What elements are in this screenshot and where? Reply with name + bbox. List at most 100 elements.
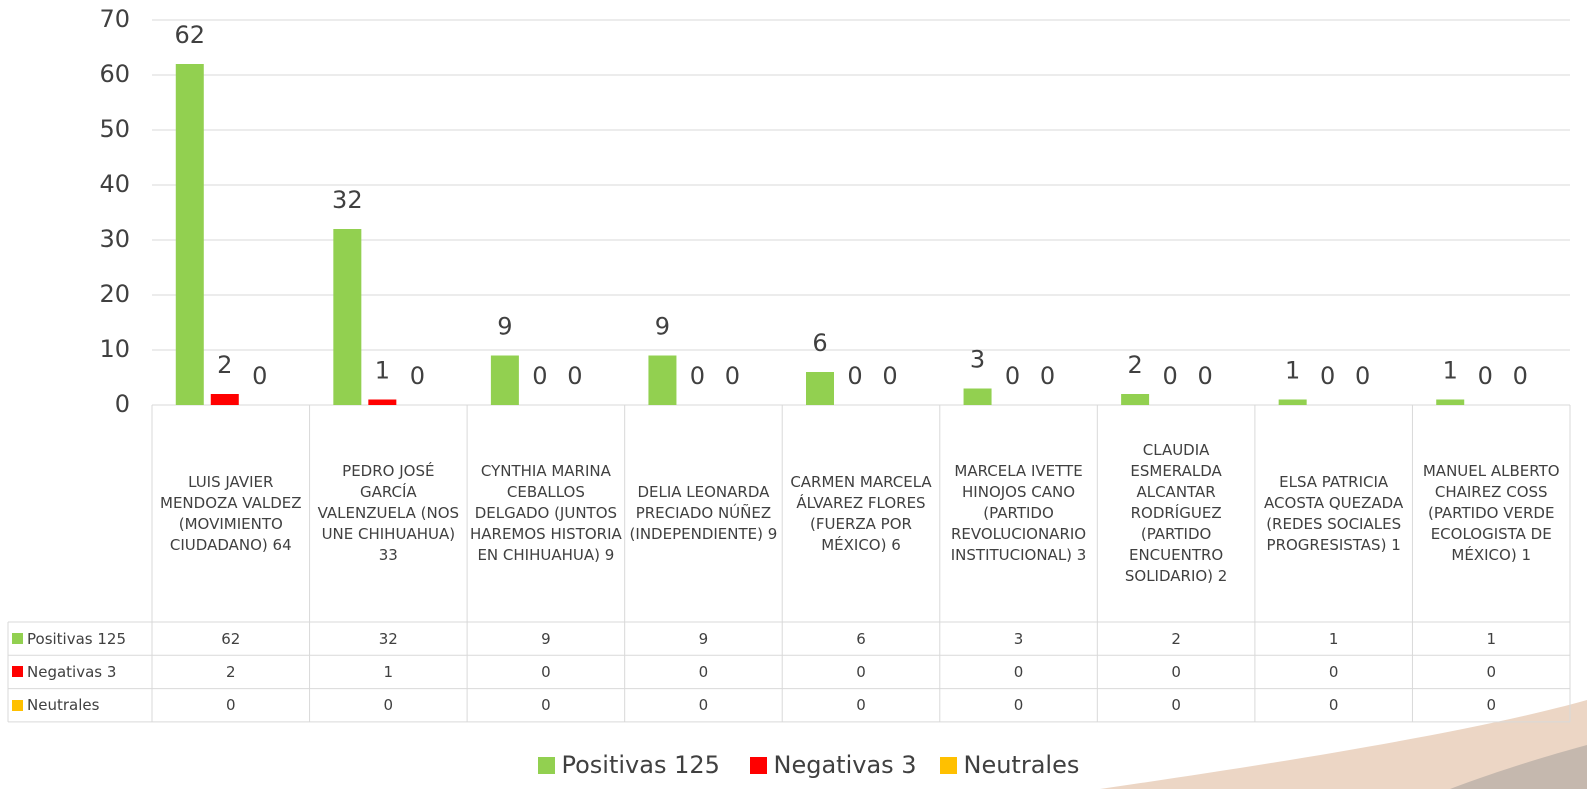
y-tick-label: 40 bbox=[99, 170, 130, 198]
bar bbox=[1278, 399, 1307, 405]
legend-label: Positivas 125 bbox=[561, 751, 720, 779]
data-label: 1 bbox=[1285, 357, 1300, 385]
y-tick-label: 20 bbox=[99, 280, 130, 308]
table-cell: 0 bbox=[1486, 662, 1496, 681]
data-label: 0 bbox=[1478, 362, 1493, 390]
data-label: 0 bbox=[1040, 362, 1055, 390]
data-label: 0 bbox=[410, 362, 425, 390]
table-cell: 0 bbox=[1013, 696, 1024, 715]
x-tick-label: CLAUDIA ESMERALDA ALCANTAR RODRÍGUEZ (PA… bbox=[1124, 441, 1228, 585]
x-tick-label: CARMEN MARCELA ÁLVAREZ FLORES (FUERZA PO… bbox=[790, 472, 932, 554]
bar bbox=[963, 388, 992, 405]
bar bbox=[333, 229, 362, 405]
x-tick-label: PEDRO JOSÉ GARCÍA VALENZUELA (NOS UNE CH… bbox=[317, 462, 460, 564]
legend-item: Positivas 125 bbox=[537, 749, 720, 781]
legend-key bbox=[749, 756, 767, 774]
data-label: 0 bbox=[882, 362, 897, 390]
bar bbox=[210, 394, 239, 405]
data-label: 0 bbox=[1005, 362, 1020, 390]
y-tick-label: 10 bbox=[99, 335, 130, 363]
table-cell: 0 bbox=[856, 662, 866, 681]
x-tick-label: CYNTHIA MARINA CEBALLOS DELGADO (JUNTOS … bbox=[469, 462, 622, 564]
data-label: 2 bbox=[217, 351, 232, 379]
data-label: 0 bbox=[532, 362, 547, 390]
x-tick-label: DELIA LEONARDA PRECIADO NÚÑEZ (INDEPENDI… bbox=[629, 483, 778, 543]
row-header: Neutrales bbox=[12, 689, 150, 722]
data-label: 0 bbox=[567, 362, 582, 390]
bar bbox=[806, 372, 834, 405]
legend-key bbox=[12, 633, 23, 645]
data-label: 6 bbox=[812, 329, 827, 357]
data-label: 3 bbox=[970, 346, 985, 374]
data-label: 2 bbox=[1127, 351, 1142, 379]
data-label: 0 bbox=[1320, 362, 1335, 390]
table-cell: 0 bbox=[1486, 696, 1496, 715]
table-cell: 0 bbox=[856, 696, 866, 715]
data-label: 0 bbox=[1355, 362, 1370, 390]
legend-key bbox=[12, 699, 23, 711]
data-label: 0 bbox=[1513, 362, 1528, 390]
data-label: 9 bbox=[497, 313, 512, 341]
y-tick-label: 50 bbox=[99, 115, 130, 143]
x-tick-label: ELSA PATRICIA ACOSTA QUEZADA (REDES SOCI… bbox=[1264, 472, 1404, 554]
data-label: 62 bbox=[175, 21, 206, 49]
data-label: 0 bbox=[1197, 362, 1212, 390]
bar bbox=[1121, 394, 1150, 405]
data-label: 0 bbox=[725, 362, 740, 390]
table-cell: 0 bbox=[698, 662, 709, 681]
legend-label: Neutrales bbox=[963, 751, 1080, 779]
bar bbox=[368, 399, 397, 405]
series-name: Positivas 125 bbox=[27, 629, 127, 648]
table-cell: 2 bbox=[226, 662, 236, 681]
legend-item: Neutrales bbox=[939, 749, 1080, 781]
table-cell: 0 bbox=[541, 696, 551, 715]
series-name: Neutrales bbox=[27, 696, 100, 715]
table-cell: 0 bbox=[1013, 662, 1024, 681]
table-cell: 1 bbox=[1328, 629, 1339, 648]
data-label: 0 bbox=[690, 362, 705, 390]
bar bbox=[648, 355, 677, 405]
data-label: 1 bbox=[375, 357, 390, 385]
series-name: Negativas 3 bbox=[27, 662, 117, 681]
table-cell: 2 bbox=[1171, 629, 1181, 648]
legend-key bbox=[12, 666, 23, 678]
data-label: 32 bbox=[332, 186, 363, 214]
table-cell: 1 bbox=[1486, 629, 1496, 648]
x-tick-label: LUIS JAVIER MENDOZA VALDEZ (MOVIMIENTO C… bbox=[160, 472, 302, 554]
table-cell: 0 bbox=[1171, 662, 1181, 681]
table-cell: 9 bbox=[698, 629, 709, 648]
table-cell: 0 bbox=[1171, 696, 1181, 715]
data-label: 0 bbox=[1162, 362, 1177, 390]
x-tick-label: MANUEL ALBERTO CHAIREZ COSS (PARTIDO VER… bbox=[1422, 462, 1560, 564]
table-cell: 32 bbox=[378, 629, 398, 648]
data-label: 9 bbox=[655, 313, 670, 341]
y-tick-label: 0 bbox=[115, 390, 130, 418]
legend-item: Negativas 3 bbox=[749, 749, 917, 781]
row-header: Negativas 3 bbox=[12, 655, 150, 688]
table-cell: 3 bbox=[1013, 629, 1024, 648]
decoration bbox=[1450, 745, 1587, 789]
data-label: 0 bbox=[252, 362, 267, 390]
y-tick-label: 60 bbox=[99, 60, 130, 88]
y-tick-label: 30 bbox=[99, 225, 130, 253]
legend-key bbox=[537, 756, 555, 774]
legend-label: Negativas 3 bbox=[773, 751, 917, 779]
row-header: Positivas 125 bbox=[12, 622, 150, 655]
table-cell: 62 bbox=[221, 629, 241, 648]
bar bbox=[175, 64, 204, 405]
bar bbox=[1436, 399, 1465, 405]
data-label: 1 bbox=[1443, 357, 1458, 385]
table-cell: 0 bbox=[226, 696, 236, 715]
table-cell: 9 bbox=[541, 629, 551, 648]
y-tick-label: 70 bbox=[99, 5, 130, 33]
table-cell: 0 bbox=[541, 662, 551, 681]
table-cell: 0 bbox=[383, 696, 394, 715]
table-cell: 1 bbox=[383, 662, 394, 681]
data-label: 0 bbox=[847, 362, 862, 390]
table-cell: 0 bbox=[1328, 662, 1339, 681]
legend-key bbox=[939, 756, 957, 774]
table-cell: 0 bbox=[1328, 696, 1339, 715]
bar bbox=[490, 355, 519, 405]
